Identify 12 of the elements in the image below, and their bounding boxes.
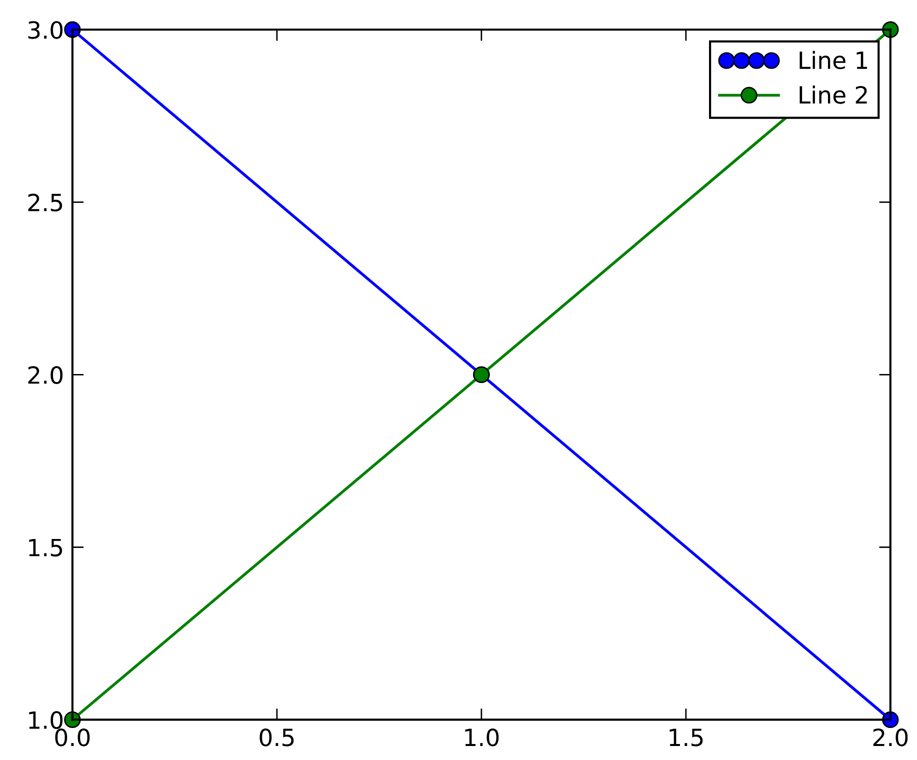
y-tick-label: 2.5	[28, 194, 62, 212]
x-tick-label: 2.0	[873, 728, 908, 746]
legend-label: Line 1	[800, 50, 867, 70]
x-tick-label: 1.5	[670, 728, 703, 746]
x-tick-label: 0.5	[260, 728, 294, 746]
y-tick-label: 3.0	[28, 21, 63, 39]
y-tick-label: 1.0	[29, 711, 63, 730]
y-tick-label: 2.0	[28, 366, 63, 384]
x-tick-label: 1.0	[465, 728, 499, 746]
x-tick-label: 0.0	[55, 728, 90, 746]
y-tick-label: 1.5	[29, 538, 62, 557]
legend-label: Line 2	[800, 86, 867, 104]
